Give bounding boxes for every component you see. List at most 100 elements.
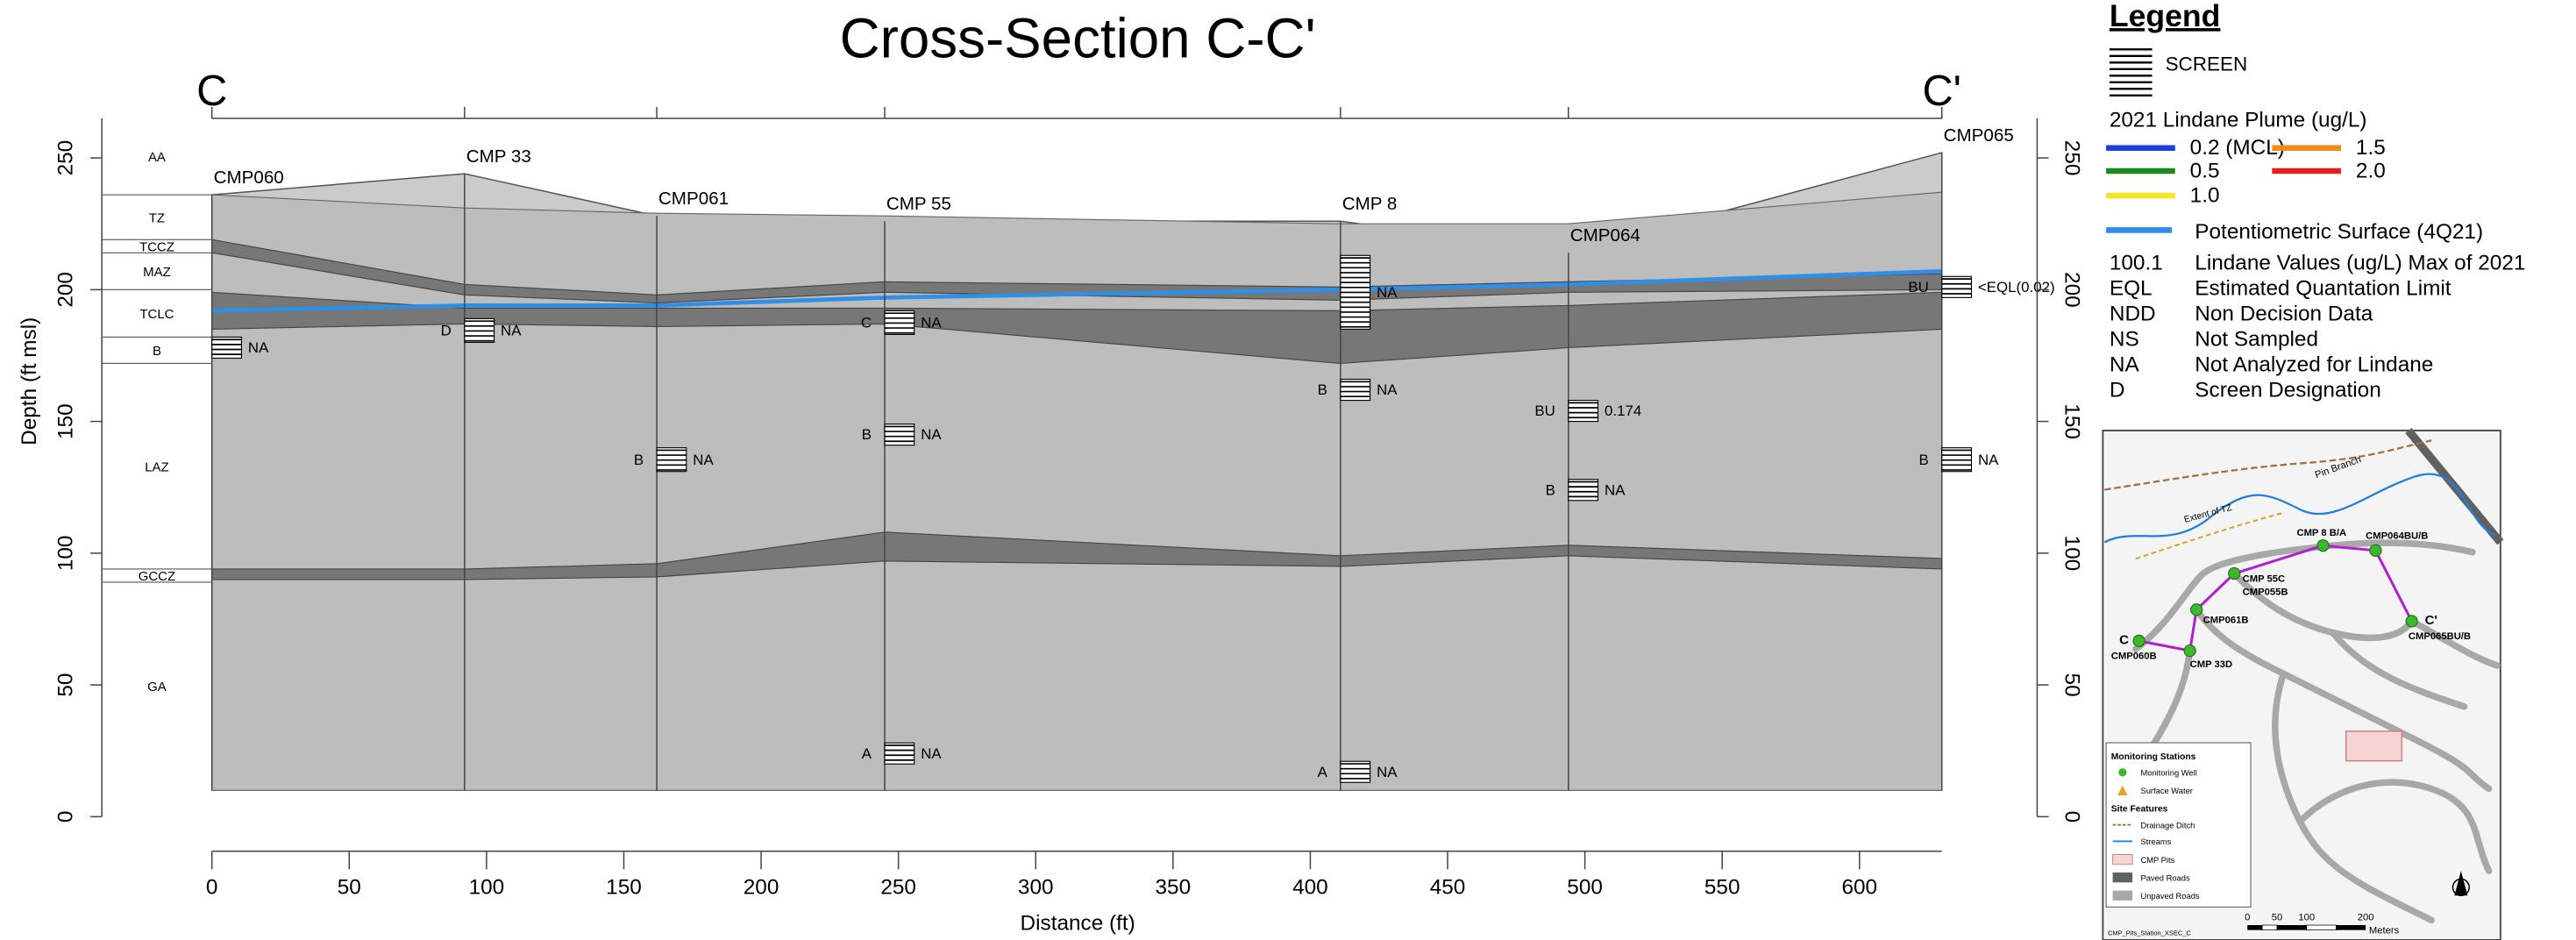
layer-label: TZ — [149, 210, 165, 225]
x-tick-label: 200 — [744, 875, 779, 899]
start-label: C — [196, 68, 227, 115]
map-scale-label: 200 — [2358, 912, 2374, 922]
screen-designation: B — [862, 426, 872, 443]
layer-label: GA — [147, 680, 167, 694]
map-legend-item: Unpaved Roads — [2140, 892, 2199, 901]
map-legend-item: Surface Water — [2140, 787, 2192, 795]
map-scale-label: Meters — [2369, 925, 2400, 936]
map-legend-item: CMP Pits — [2140, 856, 2174, 865]
x-tick-label: 50 — [338, 875, 361, 899]
y-tick-label: 200 — [2060, 272, 2083, 308]
screen-designation: BU — [1534, 402, 1555, 419]
legend-potentiometric: Potentiometric Surface (4Q21) — [2195, 220, 2483, 244]
y-tick-label: 250 — [53, 140, 77, 176]
legend-code: EQL — [2110, 276, 2153, 300]
y-axis-label: Depth (ft msl) — [18, 317, 41, 445]
x-tick-label: 350 — [1156, 875, 1192, 899]
screen-designation: A — [862, 745, 872, 762]
screen-value: <EQL(0.02) — [1978, 279, 2055, 296]
screen-value: NA — [921, 315, 942, 331]
screen-designation: B — [1919, 452, 1929, 468]
layer-label: LAZ — [145, 459, 168, 474]
legend-plume-label: 0.2 (MCL) — [2190, 136, 2285, 160]
screen-value: 0.174 — [1605, 402, 1641, 419]
well-name: CMP 8 — [1342, 194, 1398, 214]
y-tick-label: 50 — [2060, 673, 2083, 697]
legend-title: Legend — [2110, 0, 2221, 33]
legend-meaning: Screen Designation — [2195, 379, 2380, 402]
map-label: CMP060B — [2111, 651, 2157, 661]
legend-screen: SCREEN — [2166, 53, 2248, 75]
layer-label: TCLC — [139, 307, 174, 322]
screen-designation: B — [634, 452, 644, 468]
screen-designation: BU — [1908, 279, 1928, 296]
y-tick-label: 150 — [2060, 403, 2083, 439]
x-axis-label: Distance (ft) — [1021, 912, 1135, 936]
well-name: CMP060 — [214, 167, 284, 188]
page: CMP060NACMP 33DNACMP061BNACMP 55CNABNAAN… — [0, 0, 2576, 940]
x-tick-label: 400 — [1292, 875, 1328, 899]
map-scale-label: 100 — [2298, 912, 2315, 922]
screen-designation: B — [1318, 381, 1327, 398]
map-label: C' — [2425, 613, 2437, 628]
legend-meaning: Not Sampled — [2195, 328, 2318, 352]
well-name: CMP 33 — [466, 146, 531, 167]
legend-meaning: Not Analyzed for Lindane — [2195, 353, 2433, 377]
map-label: CMP061B — [2203, 615, 2249, 625]
screen-icon — [2110, 47, 2153, 100]
map-scale-label: 0 — [2245, 912, 2250, 922]
screen-designation: C — [861, 315, 872, 331]
y-tick-label: 150 — [53, 403, 77, 439]
map-label: CMP 8 B/A — [2296, 528, 2346, 538]
map-legend-heading: Monitoring Stations — [2111, 752, 2196, 762]
y-tick-label: 250 — [2060, 140, 2083, 176]
map-legend-item: Streams — [2140, 837, 2171, 846]
well-name: CMP061 — [658, 189, 729, 209]
map-footer: CMP_Pits_Station_XSEC_C — [2108, 929, 2191, 936]
screen-value: NA — [501, 323, 522, 339]
screen-value: NA — [1377, 764, 1398, 780]
y-tick-label: 50 — [53, 673, 77, 697]
map-label: CMP064BU/B — [2366, 531, 2428, 542]
screen-value: NA — [1377, 284, 1398, 301]
y-tick-label: 100 — [53, 536, 77, 572]
map-scale-label: 50 — [2272, 912, 2283, 922]
x-tick-label: 500 — [1567, 875, 1603, 899]
x-tick-label: 600 — [1841, 875, 1877, 899]
screen-designation: B — [1546, 481, 1555, 498]
legend-meaning: Non Decision Data — [2195, 302, 2373, 325]
x-tick-label: 450 — [1430, 875, 1466, 899]
legend-plume-label: 1.5 — [2356, 136, 2386, 160]
legend-code: 100.1 — [2110, 251, 2163, 274]
y-tick-label: 0 — [2060, 811, 2083, 823]
screen-value: NA — [921, 426, 942, 443]
screen-value: NA — [1377, 381, 1398, 398]
well-name: CMP065 — [1944, 125, 2014, 146]
layer-label: B — [153, 344, 161, 359]
site-map: Pin Branch Extent of TZ CMP 8 B/A CMP064… — [2103, 431, 2500, 940]
map-label: CMP 55C — [2243, 573, 2286, 584]
legend-code: NDD — [2110, 302, 2156, 325]
map-legend-item: Monitoring Well — [2140, 769, 2196, 778]
x-tick-label: 100 — [469, 875, 505, 899]
legend: Legend SCREEN 2021 Lindane Plume (ug/L) … — [2106, 0, 2525, 402]
screen-designation: A — [1318, 764, 1328, 780]
x-tick-label: 300 — [1018, 875, 1054, 899]
map-label: C — [2119, 633, 2129, 648]
legend-meaning: Lindane Values (ug/L) Max of 2021 — [2195, 251, 2525, 274]
x-tick-label: 150 — [606, 875, 642, 899]
screen-value: NA — [1978, 452, 1999, 468]
screen-designation: D — [441, 323, 452, 339]
legend-plume-label: 0.5 — [2190, 159, 2220, 182]
screen-value: NA — [1605, 481, 1626, 498]
map-legend-heading: Site Features — [2111, 805, 2168, 815]
legend-code: NS — [2110, 328, 2139, 352]
layer-label: MAZ — [143, 265, 171, 280]
legend-code: NA — [2110, 353, 2140, 377]
x-tick-label: 550 — [1704, 875, 1740, 899]
map-legend-item: Paved Roads — [2140, 873, 2190, 882]
legend-plume-title: 2021 Lindane Plume (ug/L) — [2110, 108, 2367, 132]
x-tick-label: 250 — [880, 875, 916, 899]
title: Cross-Section C-C' — [840, 8, 1316, 70]
